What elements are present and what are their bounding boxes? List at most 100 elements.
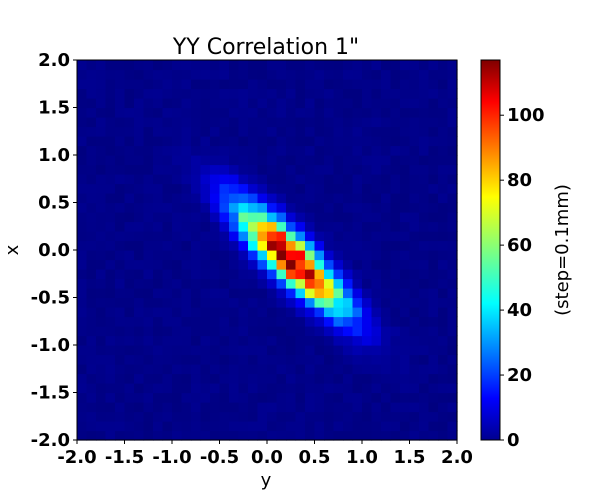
heatmap-cell — [286, 221, 297, 232]
heatmap-cell — [153, 259, 164, 270]
heatmap-cell — [409, 202, 420, 213]
heatmap-cell — [390, 126, 401, 137]
heatmap-cell — [153, 402, 164, 413]
heatmap-cell — [295, 354, 306, 365]
heatmap-cell — [210, 88, 221, 99]
heatmap-cell — [428, 411, 439, 422]
heatmap-cell — [257, 155, 268, 166]
heatmap-cell — [438, 297, 449, 308]
heatmap-cell — [143, 231, 154, 242]
heatmap-cell — [314, 278, 325, 289]
heatmap-cell — [314, 183, 325, 194]
heatmap-cell — [257, 411, 268, 422]
heatmap-cell — [314, 126, 325, 137]
heatmap-cell — [143, 183, 154, 194]
heatmap-cell — [267, 98, 278, 109]
heatmap-cell — [419, 174, 430, 185]
heatmap-cell — [181, 79, 192, 90]
heatmap-cell — [305, 402, 316, 413]
heatmap-cell — [438, 307, 449, 318]
heatmap-cell — [438, 193, 449, 204]
heatmap-cell — [162, 402, 173, 413]
heatmap-cell — [143, 88, 154, 99]
heatmap-cell — [257, 221, 268, 232]
heatmap-cell — [333, 107, 344, 118]
heatmap-cell — [143, 326, 154, 337]
heatmap-cell — [438, 269, 449, 280]
heatmap-cell — [210, 231, 221, 242]
heatmap-cell — [134, 60, 145, 71]
heatmap-cell — [77, 107, 88, 118]
heatmap-cell — [295, 79, 306, 90]
heatmap-cell — [381, 107, 392, 118]
heatmap-cell — [381, 269, 392, 280]
heatmap-cell — [210, 411, 221, 422]
heatmap-cell — [229, 145, 240, 156]
heatmap-cell — [200, 354, 211, 365]
heatmap-cell — [276, 373, 287, 384]
heatmap-cell — [191, 164, 202, 175]
heatmap-cell — [153, 421, 164, 432]
heatmap-cell — [124, 326, 135, 337]
heatmap-cell — [115, 373, 126, 384]
heatmap-cell — [115, 307, 126, 318]
heatmap-cell — [447, 316, 458, 327]
heatmap-cell — [438, 288, 449, 299]
heatmap-cell — [191, 259, 202, 270]
heatmap-cell — [86, 136, 97, 147]
heatmap-cell — [162, 79, 173, 90]
heatmap-cell — [153, 364, 164, 375]
heatmap-cell — [400, 164, 411, 175]
heatmap-cell — [362, 117, 373, 128]
heatmap-cell — [248, 297, 259, 308]
heatmap-cell — [96, 335, 107, 346]
heatmap-cell — [276, 221, 287, 232]
heatmap-cell — [295, 107, 306, 118]
heatmap-cell — [86, 183, 97, 194]
heatmap-cell — [438, 107, 449, 118]
heatmap-cell — [191, 88, 202, 99]
heatmap-cell — [96, 392, 107, 403]
heatmap-cell — [124, 430, 135, 441]
heatmap-cell — [229, 69, 240, 80]
heatmap-cell — [352, 155, 363, 166]
heatmap-cell — [371, 240, 382, 251]
heatmap-cell — [267, 288, 278, 299]
heatmap-cell — [115, 202, 126, 213]
heatmap-cell — [428, 98, 439, 109]
heatmap-cell — [381, 259, 392, 270]
heatmap-cell — [96, 269, 107, 280]
heatmap-cell — [238, 183, 249, 194]
heatmap-cell — [134, 430, 145, 441]
heatmap-cell — [86, 126, 97, 137]
heatmap-cell — [248, 335, 259, 346]
heatmap-cell — [115, 164, 126, 175]
heatmap-cell — [390, 60, 401, 71]
heatmap-cell — [295, 155, 306, 166]
heatmap-cell — [352, 79, 363, 90]
heatmap-cell — [333, 354, 344, 365]
heatmap-cell — [305, 155, 316, 166]
heatmap-cell — [324, 107, 335, 118]
heatmap-cell — [134, 164, 145, 175]
heatmap-cell — [390, 335, 401, 346]
heatmap-cell — [200, 269, 211, 280]
heatmap-cell — [162, 60, 173, 71]
heatmap-cell — [447, 98, 458, 109]
heatmap-cell — [438, 402, 449, 413]
heatmap-cell — [191, 98, 202, 109]
heatmap-cell — [115, 250, 126, 261]
heatmap-cell — [238, 136, 249, 147]
heatmap-cell — [438, 326, 449, 337]
heatmap-cell — [295, 307, 306, 318]
heatmap-cell — [172, 402, 183, 413]
heatmap-cell — [238, 326, 249, 337]
heatmap-cell — [257, 335, 268, 346]
heatmap-cell — [362, 307, 373, 318]
heatmap-cell — [124, 202, 135, 213]
heatmap-cell — [371, 383, 382, 394]
y-tick-label: 1.0 — [38, 145, 70, 166]
heatmap-cell — [143, 307, 154, 318]
heatmap-cell — [238, 212, 249, 223]
heatmap-cell — [419, 383, 430, 394]
